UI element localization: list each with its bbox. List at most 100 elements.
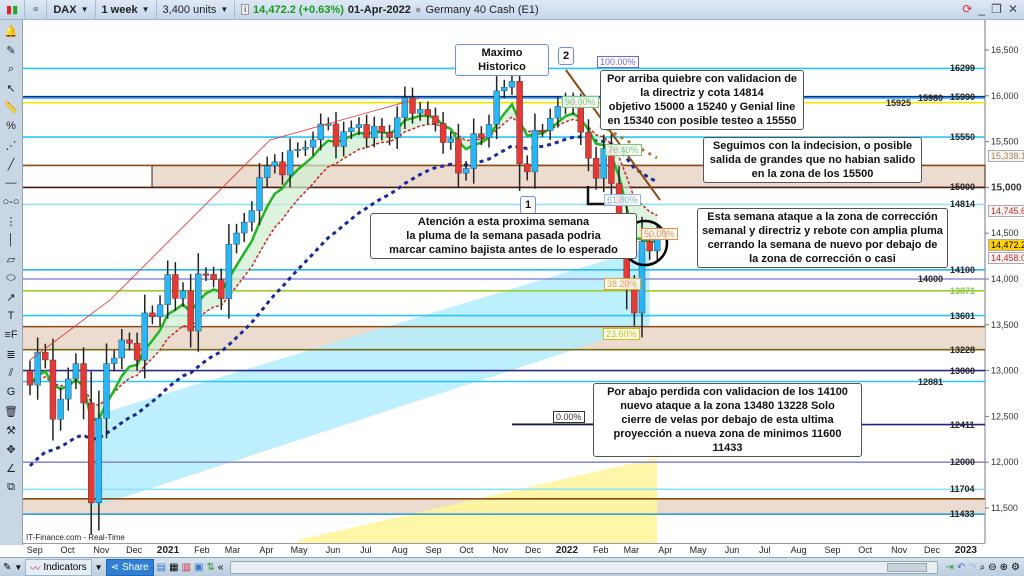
annotation-seguimos[interactable]: Seguimos con la indecision, o posible sal… (703, 137, 922, 183)
undo-icon[interactable]: ↶ (956, 561, 966, 573)
rectangle-tool[interactable]: ▱ (1, 250, 21, 268)
bell-tool[interactable]: 🔔 (1, 22, 21, 40)
segment-tool[interactable]: ○-○ (1, 193, 21, 211)
pencil-tool[interactable]: ✎ (1, 41, 21, 59)
polyline-tool[interactable]: ⋰ (1, 136, 21, 154)
window-icon[interactable]: ▣ (194, 561, 204, 573)
close-icon[interactable]: ✕ (1007, 2, 1018, 16)
candle-body (371, 125, 378, 139)
chevron-down-icon: ▼ (80, 5, 89, 14)
chart-type-button[interactable]: ▮ ▮ (0, 0, 26, 20)
candle-body (126, 339, 133, 344)
candle-body (554, 106, 562, 119)
comment-icon[interactable]: ▤ (156, 561, 167, 573)
gann-tool[interactable]: G (1, 383, 21, 401)
zoom-tool[interactable]: ⌕ (1, 60, 21, 78)
candle (531, 113, 539, 189)
annotation-arriba[interactable]: Por arriba quiebre con validacion de la d… (600, 70, 804, 130)
strategy-icon[interactable]: ⇅ (206, 561, 215, 573)
vertical-segment-tool[interactable]: ⋮ (1, 212, 21, 230)
share-icon: ⋖ (110, 561, 119, 573)
x-tick-label: Jun (325, 545, 341, 555)
candle (302, 140, 309, 157)
candle-body (118, 339, 126, 359)
fibonacci-label: 76.40% (605, 144, 642, 156)
units-select[interactable]: 3,400 units ▼ (157, 0, 236, 20)
zoom-fit-icon[interactable]: ⌕ (979, 561, 986, 573)
y-tick-label: 15,000 (991, 182, 1022, 193)
scrollbar-thumb[interactable] (887, 562, 928, 572)
link-button[interactable]: ⚭ (25, 0, 48, 20)
candle-body (478, 133, 485, 138)
x-tick-label: Sep (26, 545, 43, 555)
settings-icon[interactable]: ⚙ (1011, 561, 1020, 573)
candle-body (57, 398, 64, 420)
pencil-icon: ✎ (6, 44, 16, 57)
candle (95, 390, 103, 531)
annotation-abajo[interactable]: Por abajo perdida con validacion de los … (593, 383, 862, 457)
candle-body (34, 351, 41, 386)
annotation-text: 2 (563, 50, 570, 62)
refresh-icon[interactable]: ⟳ (962, 2, 973, 16)
cursor-tool[interactable]: ↖ (1, 79, 21, 97)
annotation-label2[interactable]: 2 (558, 47, 574, 65)
ellipse-tool[interactable]: ⬭ (1, 269, 21, 287)
candle (294, 142, 301, 158)
annotation-line: proyección a nueva zona de minimos 11600… (613, 428, 842, 454)
candle (80, 347, 87, 420)
indicators-icon: 〰 (30, 563, 41, 575)
annotation-esta_semana[interactable]: Esta semana ataque a la zona de correcci… (697, 208, 948, 268)
draw-settings-icon[interactable]: ✎ (3, 561, 12, 573)
channel-tool[interactable]: ⫽ (1, 364, 21, 382)
level-label: 15990 (950, 91, 976, 102)
candle (516, 54, 523, 191)
symbol-select[interactable]: DAX ▼ (47, 0, 96, 20)
zoom-in-icon[interactable]: ⊕ (999, 561, 1009, 573)
candle-body (210, 274, 217, 280)
ruler-tool[interactable]: 📏 (1, 98, 21, 116)
indicators-button[interactable]: 〰 Indicators (25, 558, 92, 576)
level-label: 14100 (950, 264, 976, 275)
horizontal-scrollbar[interactable] (230, 560, 939, 574)
copy-tool[interactable]: ⧉ (1, 478, 21, 496)
minimize-icon[interactable]: _ (978, 2, 986, 16)
fibonacci-fan-tool[interactable]: ≣ (1, 345, 21, 363)
time-axis[interactable]: Sep Oct Nov Dec 2021 Feb Mar Apr May Jun Jul Aug Sep… (23, 543, 985, 557)
annotation-label1[interactable]: 1 (520, 196, 536, 214)
tools-tool[interactable]: ⚒ (1, 421, 21, 439)
restore-icon[interactable]: ❐ (991, 2, 1002, 16)
level-label: 16299 (950, 63, 976, 74)
candlestick-icon: ▮ (6, 4, 13, 16)
dotted-trend-line (599, 123, 658, 160)
annotation-maximo[interactable]: Maximo Historico (455, 44, 549, 76)
fibonacci-tool[interactable]: ≡F (1, 326, 21, 344)
trash-tool[interactable]: 🗑 (1, 402, 21, 420)
angle-tool[interactable]: ∠ (1, 459, 21, 477)
vertical-segment-icon: ⋮ (5, 215, 17, 228)
compare-icon[interactable]: ▥ (181, 561, 192, 573)
vertical-line-tool[interactable]: │ (1, 231, 21, 249)
annotation-line: nuevo ataque a la zona 13480 13228 Solo (620, 400, 835, 412)
share-button[interactable]: ⋖ Share (105, 558, 154, 576)
chevron-down-icon[interactable]: ▼ (94, 562, 103, 572)
redo-icon[interactable]: ↷ (968, 561, 977, 573)
report-icon[interactable]: ▦ (169, 561, 179, 573)
candle (141, 294, 148, 379)
go-to-date-icon[interactable]: ⇥ (945, 561, 954, 573)
horizontal-line-tool[interactable]: — (1, 174, 21, 192)
trendline-tool[interactable]: ╱ (1, 155, 21, 173)
candle (72, 353, 80, 390)
arrow-tool[interactable]: ↗ (1, 288, 21, 306)
candle (164, 260, 171, 319)
info-icon[interactable]: i (241, 4, 250, 15)
interval-select[interactable]: 1 week ▼ (96, 0, 157, 20)
candle-body (286, 150, 294, 176)
annotation-atencion[interactable]: Atención a esta proxima semana la pluma d… (370, 213, 637, 259)
text-tool[interactable]: T (1, 307, 21, 325)
move-tool[interactable]: ✥ (1, 440, 21, 458)
percent-tool[interactable]: % (1, 117, 21, 135)
zoom-out-icon[interactable]: ⊖ (988, 561, 997, 573)
scroll-left-icon[interactable]: « (217, 561, 224, 573)
chevron-down-icon[interactable]: ▼ (14, 562, 23, 572)
